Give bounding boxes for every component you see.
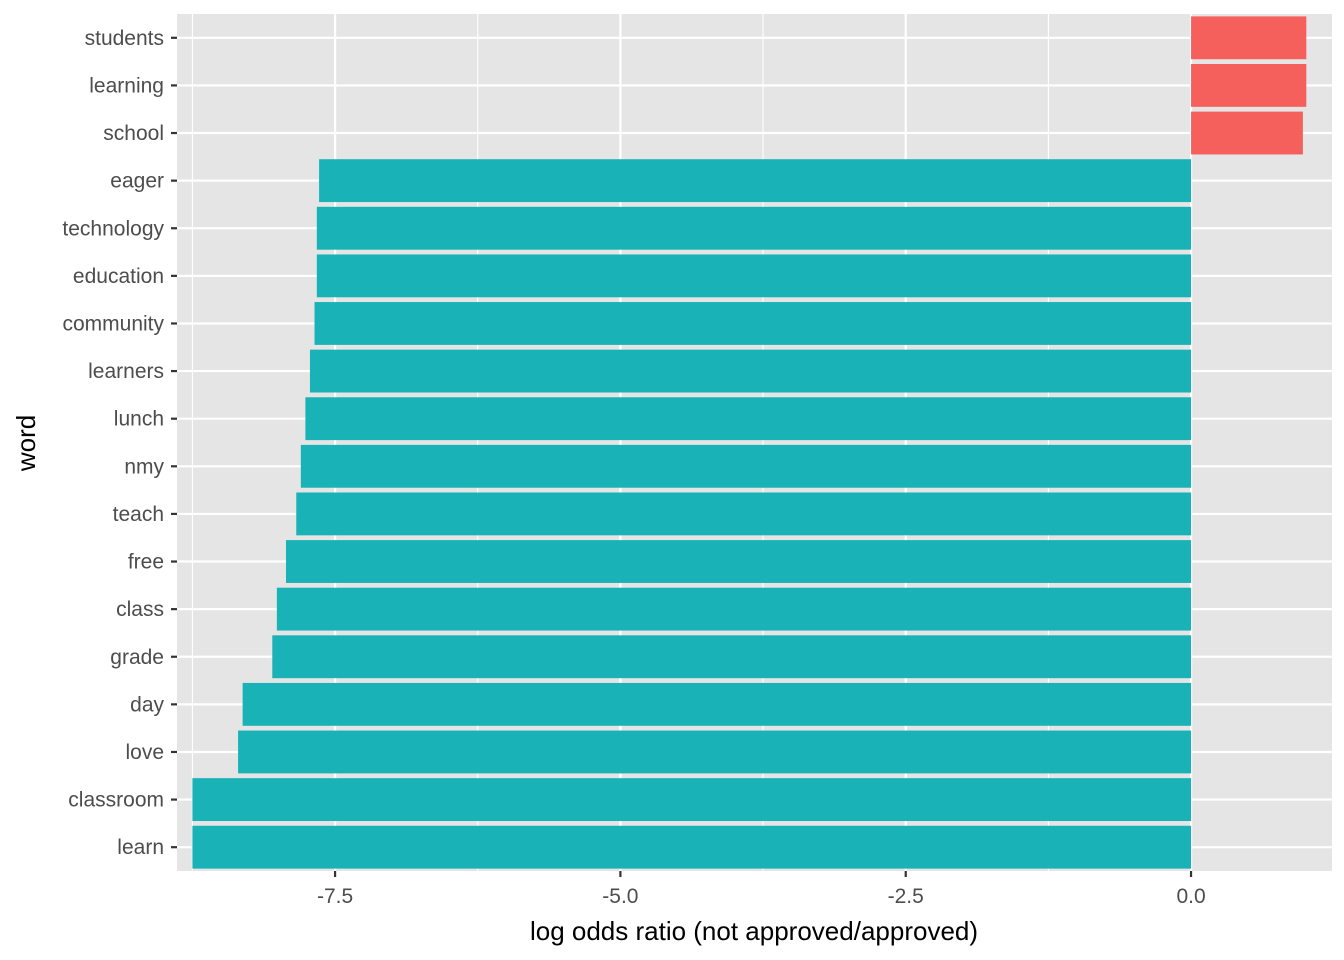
bar-technology — [316, 206, 1192, 250]
y-tick-label: learning — [89, 74, 164, 97]
bar-learners — [309, 349, 1192, 393]
x-tick-label: -7.5 — [317, 885, 353, 908]
bar-teach — [296, 492, 1192, 536]
y-tick-label: school — [103, 122, 164, 145]
y-tick-label: learn — [117, 836, 164, 859]
y-tick-label: eager — [110, 170, 164, 193]
bar-lunch — [305, 397, 1192, 441]
bar-education — [316, 254, 1192, 298]
y-tick-label: day — [130, 693, 164, 716]
y-axis-title: word — [11, 415, 41, 472]
bar-love — [238, 730, 1192, 774]
y-tick-label: learners — [88, 360, 164, 383]
y-tick-label: technology — [62, 217, 164, 240]
y-tick-label: classroom — [68, 789, 164, 812]
y-tick-label: lunch — [114, 408, 164, 431]
bar-class — [276, 587, 1192, 631]
x-tick-label: 0.0 — [1176, 885, 1205, 908]
bar-free — [285, 540, 1192, 583]
x-axis: -7.5 -5.0 -2.5 0.0 — [317, 871, 1206, 908]
y-tick-label: love — [125, 741, 164, 764]
y-tick-label: grade — [110, 646, 164, 669]
y-axis: learn classroom love day grade class free teach… — [62, 27, 177, 859]
bars — [192, 16, 1307, 869]
y-tick-label: community — [62, 312, 164, 335]
minor-gridlines — [191, 14, 1049, 871]
bar-eager — [319, 159, 1192, 203]
bar-classroom — [192, 778, 1192, 822]
x-axis-title: log odds ratio (not approved/approved) — [530, 916, 978, 946]
x-tick-label: -2.5 — [888, 885, 924, 908]
bar-learning — [1191, 63, 1307, 107]
y-tick-label: education — [73, 265, 164, 288]
y-tick-label: class — [116, 598, 164, 621]
y-tick-label: free — [128, 551, 164, 574]
bar-grade — [272, 635, 1192, 679]
bar-learn — [192, 825, 1192, 869]
x-tick-label: -5.0 — [602, 885, 638, 908]
y-tick-label: nmy — [124, 455, 164, 478]
plot-panel — [177, 14, 1332, 871]
y-tick-label: teach — [113, 503, 164, 526]
bar-day — [242, 682, 1192, 726]
bar-nmy — [300, 444, 1192, 488]
bar-community — [314, 302, 1192, 345]
bar-school — [1191, 111, 1303, 155]
y-tick-label: students — [85, 27, 164, 50]
bar-students — [1191, 16, 1307, 60]
